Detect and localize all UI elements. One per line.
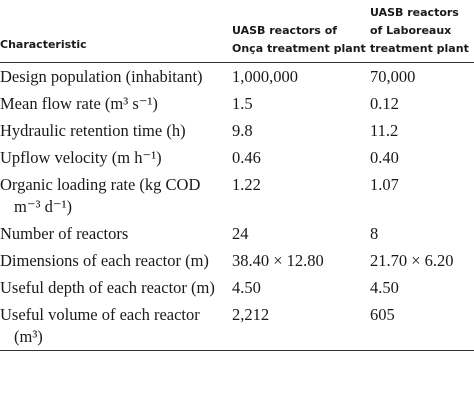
data-table: Characteristic UASB reactors of Onça tre… (0, 0, 474, 351)
row-label: Useful depth of each reactor (m) (0, 278, 215, 297)
table-row: Dimensions of each reactor (m) 38.40 × 12… (0, 247, 474, 274)
cell-value: 0.46 (232, 148, 261, 167)
header-row: Characteristic UASB reactors of Onça tre… (0, 0, 474, 63)
table-row: Organic loading rate (kg COD m⁻³ d⁻¹) 1.2… (0, 171, 474, 220)
cell-value: 1,000,000 (232, 67, 298, 86)
cell-value: 21.70 × 6.20 (370, 251, 454, 270)
cell-value: 2,212 (232, 301, 370, 351)
table-body: Design population (inhabitant) 1,000,000 7… (0, 63, 474, 351)
cell-value: 4.50 (370, 278, 399, 297)
row-label: Useful volume of each reactor (m³) (0, 301, 232, 351)
row-label: Organic loading rate (kg COD m⁻³ d⁻¹) (0, 175, 201, 216)
cell-value: 38.40 × 12.80 (232, 251, 324, 270)
row-label: Design population (inhabitant) (0, 67, 203, 86)
table-row: Upflow velocity (m h⁻¹) 0.46 0.40 (0, 144, 474, 171)
cell-value: 1.22 (232, 175, 261, 194)
table-row: Useful volume of each reactor (m³) 2,212 6… (0, 301, 474, 351)
cell-value: 0.12 (370, 94, 399, 113)
cell-value: 605 (370, 301, 474, 351)
row-label: Mean flow rate (m³ s⁻¹) (0, 94, 158, 113)
cell-value: 9.8 (232, 121, 253, 140)
cell-value: 1.5 (232, 94, 253, 113)
row-label: Upflow velocity (m h⁻¹) (0, 148, 162, 167)
cell-value: 0.40 (370, 148, 399, 167)
table-row: Mean flow rate (m³ s⁻¹) 1.5 0.12 (0, 90, 474, 117)
cell-value: 70,000 (370, 67, 416, 86)
cell-value: 8 (370, 224, 379, 243)
row-label: Hydraulic retention time (h) (0, 121, 186, 140)
header-cell: Characteristic (0, 0, 232, 63)
table-row: Design population (inhabitant) 1,000,000 7… (0, 63, 474, 91)
header-cell: UASB reactors of Onça treatment plant (232, 0, 370, 63)
header-cell: UASB reactors of Laboreaux treatment pla… (370, 0, 474, 63)
table-row: Useful depth of each reactor (m) 4.50 4.50 (0, 274, 474, 301)
row-label: Dimensions of each reactor (m) (0, 251, 209, 270)
cell-value: 11.2 (370, 121, 399, 140)
row-label: Number of reactors (0, 224, 129, 243)
table-row: Number of reactors 24 8 (0, 220, 474, 247)
cell-value: 1.07 (370, 175, 399, 194)
cell-value: 4.50 (232, 278, 261, 297)
cell-value: 24 (232, 224, 249, 243)
table-row: Hydraulic retention time (h) 9.8 11.2 (0, 117, 474, 144)
